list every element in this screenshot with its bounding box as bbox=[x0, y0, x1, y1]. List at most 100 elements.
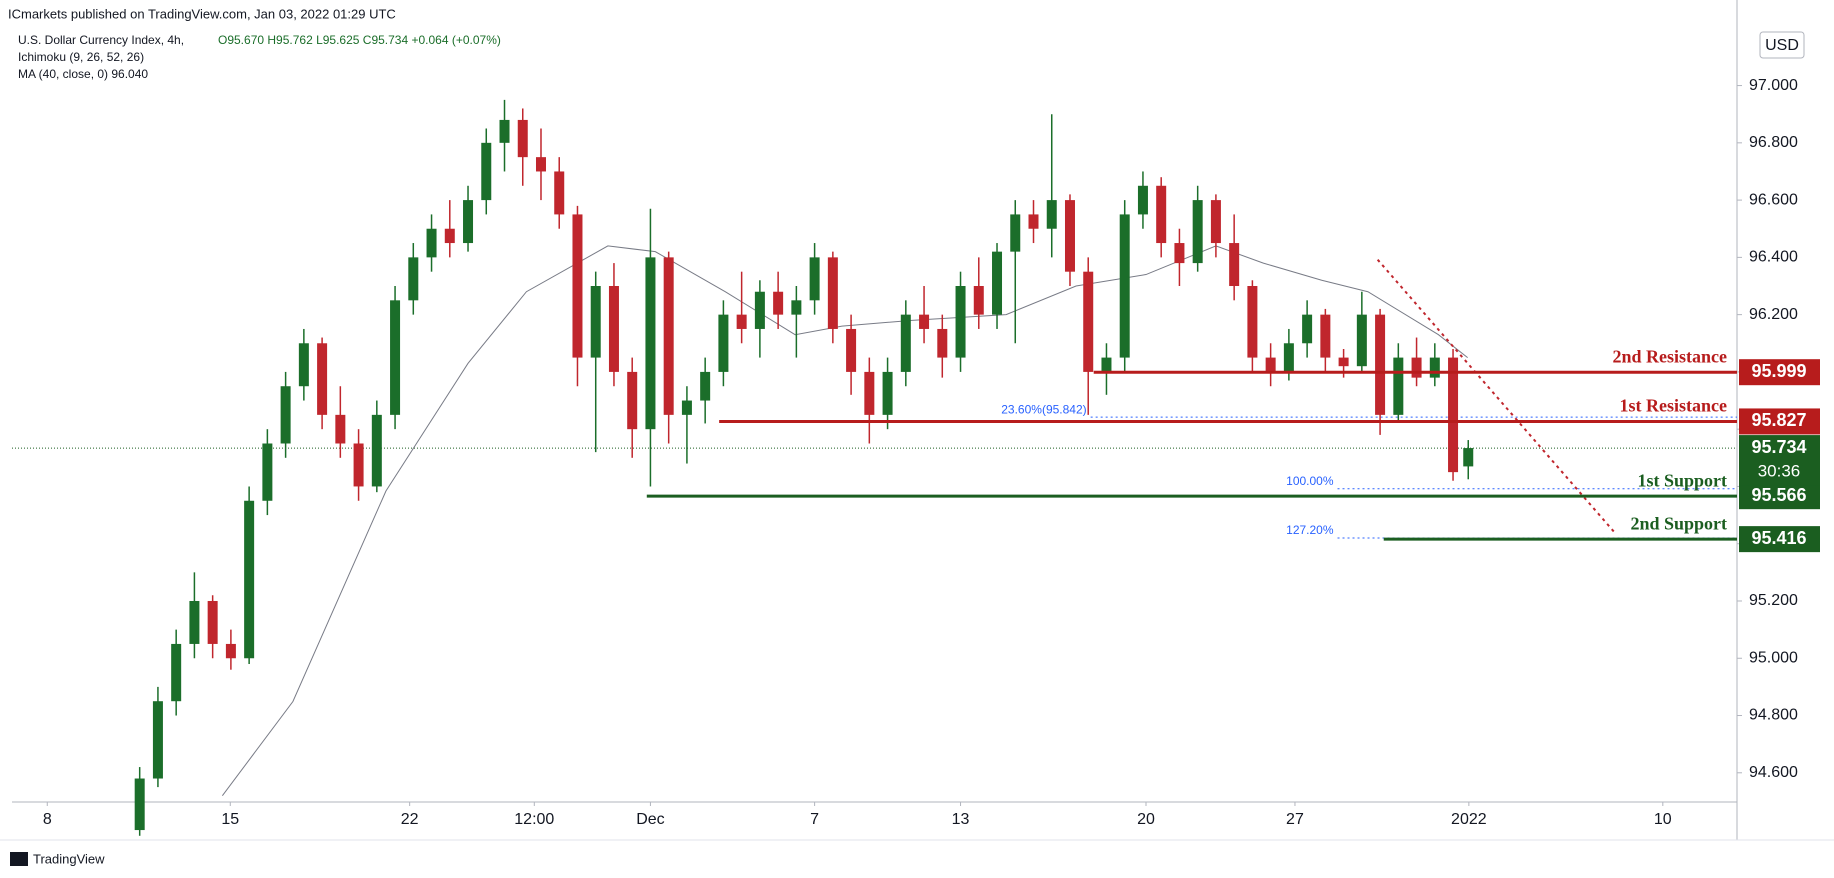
x-tick-label: 10 bbox=[1654, 811, 1672, 828]
candle-body bbox=[663, 257, 674, 415]
candle-body bbox=[1283, 343, 1294, 372]
candle-body bbox=[864, 371, 875, 415]
candle-body bbox=[992, 251, 1003, 315]
indicator-legend: MA (40, close, 0) 96.040 bbox=[18, 67, 148, 81]
candle-body bbox=[900, 314, 911, 372]
fib-label: 127.20% bbox=[1286, 523, 1334, 537]
countdown: 30:36 bbox=[1758, 462, 1801, 481]
candle-body bbox=[317, 343, 328, 415]
x-tick-label: 15 bbox=[221, 811, 239, 828]
candle-body bbox=[1375, 314, 1386, 415]
candle-body bbox=[244, 500, 255, 659]
candle-body bbox=[517, 119, 528, 158]
y-tick-label: 96.400 bbox=[1749, 249, 1798, 266]
candle-body bbox=[1174, 243, 1185, 264]
x-tick-label: 27 bbox=[1286, 811, 1304, 828]
level-name: 1st Resistance bbox=[1620, 396, 1727, 416]
candle-body bbox=[627, 371, 638, 430]
level-name: 2nd Resistance bbox=[1612, 346, 1727, 366]
candle-body bbox=[1429, 357, 1440, 378]
level-box bbox=[1739, 408, 1820, 435]
candle-body bbox=[463, 200, 474, 244]
y-tick-label: 95.000 bbox=[1749, 649, 1798, 666]
candle-body bbox=[189, 600, 200, 644]
x-tick-label: 12:00 bbox=[514, 811, 554, 828]
y-tick-label: 94.600 bbox=[1749, 764, 1798, 781]
candle-body bbox=[1046, 200, 1057, 229]
candle-body bbox=[371, 414, 382, 487]
candle-body bbox=[937, 328, 948, 358]
candle-body bbox=[1393, 357, 1404, 415]
candle-body bbox=[262, 443, 273, 501]
candle-body bbox=[1028, 214, 1039, 229]
brand-logo bbox=[10, 852, 28, 866]
candle-body bbox=[1083, 271, 1094, 372]
x-tick-label: 22 bbox=[401, 811, 419, 828]
candle-body bbox=[335, 414, 346, 444]
candle-body bbox=[809, 257, 820, 301]
candle-body bbox=[207, 600, 218, 644]
candle-body bbox=[152, 701, 163, 779]
y-tick-label: 96.200 bbox=[1749, 306, 1798, 323]
price-value: 95.734 bbox=[1751, 437, 1806, 457]
candle-body bbox=[408, 257, 419, 301]
candle-body bbox=[718, 314, 729, 372]
price-box bbox=[1739, 435, 1820, 486]
candle-body bbox=[827, 257, 838, 329]
candle-body bbox=[1247, 286, 1258, 358]
publisher-note: ICmarkets published on TradingView.com, … bbox=[8, 6, 396, 21]
candle-body bbox=[681, 400, 692, 415]
candle-body bbox=[1229, 243, 1240, 287]
candle-body bbox=[1302, 314, 1313, 344]
candle-body bbox=[973, 286, 984, 315]
candle-body bbox=[390, 300, 401, 415]
candle-body bbox=[171, 643, 182, 702]
fib-label: 100.00% bbox=[1286, 474, 1334, 488]
candle-body bbox=[882, 371, 893, 415]
symbol: U.S. Dollar Currency Index, 4h, bbox=[18, 33, 184, 47]
candle-body bbox=[1411, 357, 1422, 378]
level-value: 95.999 bbox=[1751, 361, 1806, 381]
candle-body bbox=[700, 371, 711, 401]
y-tick-label: 96.800 bbox=[1749, 134, 1798, 151]
candle-body bbox=[736, 314, 747, 329]
candle-body bbox=[572, 214, 583, 358]
currency[interactable]: USD bbox=[1765, 37, 1799, 54]
level-value: 95.566 bbox=[1751, 485, 1806, 505]
y-tick-label: 96.600 bbox=[1749, 191, 1798, 208]
candle-body bbox=[1064, 200, 1075, 272]
y-tick-label: 95.200 bbox=[1749, 592, 1798, 609]
candle-body bbox=[1338, 357, 1349, 367]
fib-label: 23.60%(95.842) bbox=[1001, 402, 1086, 416]
x-tick-label: 7 bbox=[810, 811, 819, 828]
ohlc-legend: O95.670 H95.762 L95.625 C95.734 +0.064 (… bbox=[218, 33, 501, 47]
candle-body bbox=[535, 157, 546, 172]
candle-body bbox=[791, 300, 802, 315]
candle-body bbox=[426, 228, 437, 258]
ma-line bbox=[221, 245, 1468, 797]
level-box bbox=[1739, 359, 1820, 386]
candle-body bbox=[608, 286, 619, 372]
candle-body bbox=[846, 328, 857, 372]
candle-body bbox=[645, 257, 656, 430]
candle-body bbox=[481, 142, 492, 201]
x-tick-label: 2022 bbox=[1451, 811, 1487, 828]
candle-body bbox=[353, 443, 364, 487]
candle-body bbox=[225, 643, 236, 659]
candle-body bbox=[1265, 357, 1276, 372]
x-tick-label: 8 bbox=[43, 811, 52, 828]
y-tick-label: 94.800 bbox=[1749, 707, 1798, 724]
candle-body bbox=[1156, 185, 1167, 244]
candle-body bbox=[955, 286, 966, 358]
candle-body bbox=[1010, 214, 1021, 252]
candle-body bbox=[773, 291, 784, 315]
y-tick-label: 97.000 bbox=[1749, 77, 1798, 94]
candle-body bbox=[1192, 200, 1203, 264]
currency-box[interactable] bbox=[1759, 31, 1805, 59]
candle-body bbox=[1448, 357, 1459, 473]
level-value: 95.416 bbox=[1751, 528, 1806, 548]
candle-body bbox=[919, 314, 930, 329]
candle-body bbox=[298, 343, 309, 387]
